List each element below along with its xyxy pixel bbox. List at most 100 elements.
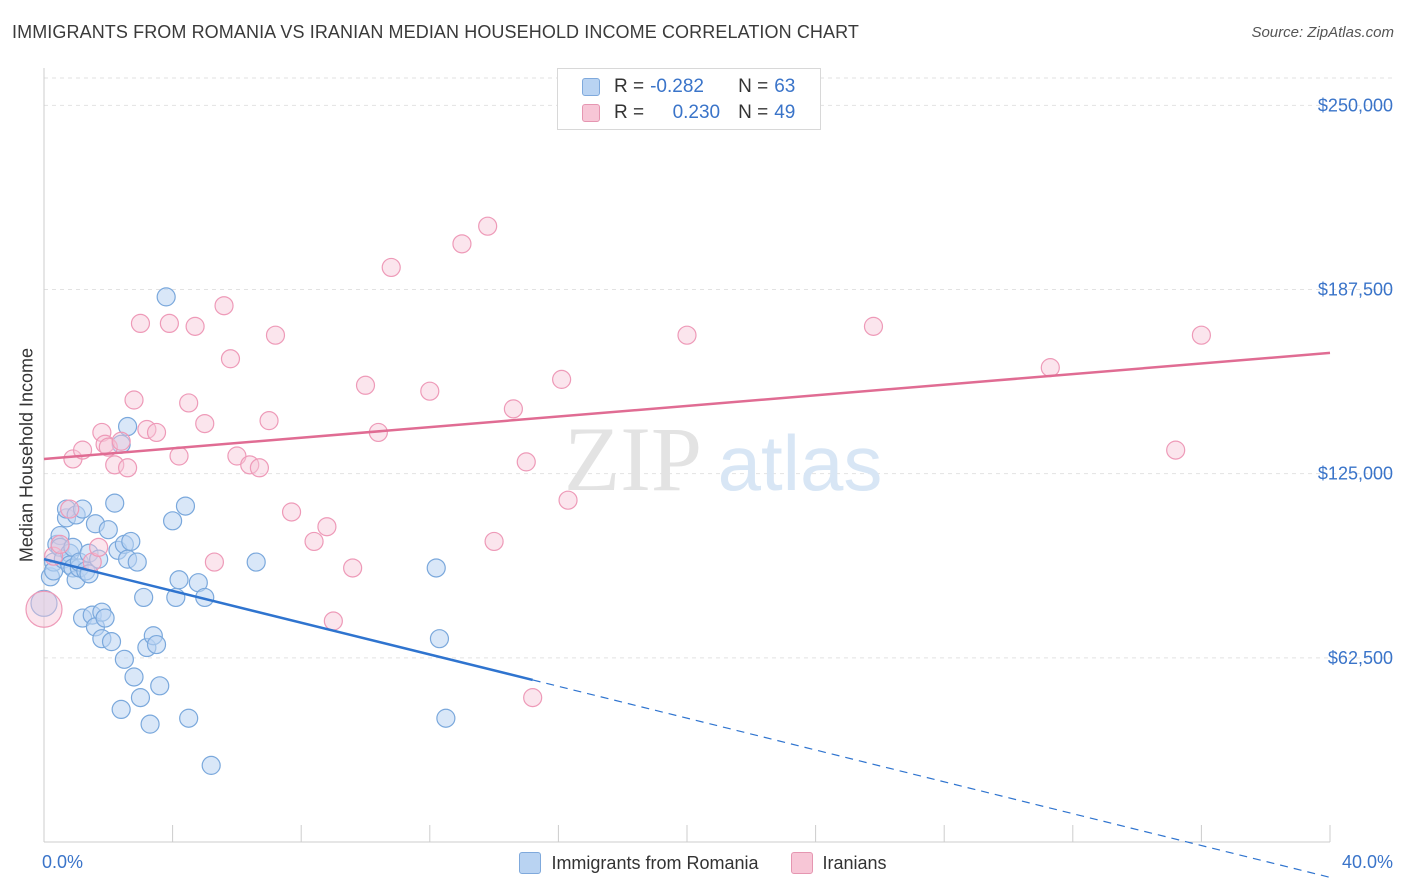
iranians-point [558, 490, 578, 510]
iranians-point [204, 552, 224, 572]
romania-r-value: -0.282 [650, 76, 704, 97]
iranians-point [677, 325, 697, 345]
iranians-point [452, 234, 472, 254]
romania-point [246, 552, 266, 572]
iranians-point [1166, 440, 1186, 460]
x-tick-label: 40.0% [1342, 852, 1393, 872]
romania-point [95, 608, 115, 628]
iranians-n-value: 49 [774, 102, 796, 123]
iranians-r-value: 0.230 [672, 102, 721, 123]
x-tick-label: 0.0% [42, 852, 83, 872]
series-legend: Immigrants from Romania Iranians [0, 852, 1406, 874]
iranians-point [89, 537, 109, 557]
iranians-point [259, 411, 279, 431]
watermark: ZIP atlas [564, 408, 882, 510]
iranians-point [111, 431, 131, 451]
iranians-point [304, 531, 324, 552]
romania-point [436, 708, 456, 728]
iranians-point [169, 446, 189, 466]
romania-point [150, 676, 170, 696]
trend-lines [43, 351, 1331, 878]
romania-point [101, 632, 122, 652]
y-tick-label: $62,500 [1328, 648, 1393, 668]
iranians-point [249, 458, 270, 478]
iranians-point [60, 499, 80, 519]
watermark-zip: ZIP [564, 408, 702, 510]
romania-point [134, 587, 154, 608]
iranians-trend-line [43, 351, 1331, 461]
n-label: N = [738, 102, 769, 123]
y-tick-label: $250,000 [1318, 95, 1393, 115]
iranians-point [478, 216, 498, 236]
iranians-point [146, 422, 167, 443]
n-label: N = [738, 76, 769, 97]
iranians-point [355, 375, 376, 395]
romania-trend-line [43, 557, 533, 682]
r-label: R = [614, 102, 645, 123]
romania-legend-label: Immigrants from Romania [551, 852, 759, 873]
iranians-point [323, 611, 343, 631]
iranians-point [159, 313, 179, 334]
iranians-point [552, 369, 572, 389]
iranians-point [130, 313, 151, 334]
romania-point [179, 708, 199, 728]
y-tick-label: $187,500 [1318, 280, 1393, 300]
romania-point [127, 552, 147, 572]
stats-legend: R = -0.282 N = 63 R = 0.230 N = 49 [557, 68, 821, 130]
romania-swatch [582, 78, 600, 96]
iranians-point [25, 590, 63, 628]
romania-point [146, 634, 167, 655]
romania-trend-extension [532, 679, 1331, 878]
romania-point [169, 570, 189, 590]
iranians-point [117, 458, 138, 478]
iranians-point [265, 325, 286, 345]
romania-point [429, 629, 450, 649]
iranians-legend-swatch [790, 852, 813, 874]
romania-point [111, 699, 131, 720]
romania-point [114, 649, 134, 669]
iranians-swatch [582, 104, 600, 122]
axes [43, 68, 1331, 843]
romania-point [124, 667, 144, 687]
r-label: R = [614, 76, 645, 97]
y-axis-label: Median Household Income [16, 347, 37, 563]
romania-point [130, 688, 151, 708]
romania-n-value: 63 [774, 76, 796, 97]
y-tick-label: $125,000 [1318, 464, 1393, 484]
romania-point [140, 714, 160, 734]
romania-point [156, 287, 176, 307]
iranians-point [124, 390, 144, 410]
iranians-legend-label: Iranians [822, 852, 887, 873]
iranians-point [220, 349, 241, 369]
iranians-point [863, 316, 884, 336]
tick-labels: $62,500 $125,000 $187,500 $250,000 0.0% 40.0% [42, 95, 1393, 872]
romania-point [105, 493, 125, 513]
legend-item-iranians[interactable]: Iranians [790, 852, 887, 874]
iranians-point [503, 399, 523, 419]
romania-point [163, 511, 183, 531]
romania-point [98, 520, 118, 540]
stats-row-iranians: R = 0.230 N = 49 [582, 101, 795, 125]
iranians-point [195, 413, 215, 434]
legend-item-romania[interactable]: Immigrants from Romania [519, 852, 759, 874]
iranians-point [214, 296, 234, 316]
iranians-point [1040, 358, 1060, 378]
romania-point [426, 558, 446, 578]
iranians-point [484, 531, 504, 552]
stats-row-romania: R = -0.282 N = 63 [582, 75, 795, 99]
iranians-point [185, 316, 205, 336]
iranians-point [381, 257, 401, 278]
romania-point [175, 496, 196, 516]
iranians-point [317, 517, 337, 537]
iranians-point [1191, 325, 1212, 345]
watermark-atlas: atlas [718, 419, 883, 507]
iranians-point [523, 688, 543, 708]
romania-point [201, 755, 221, 775]
romania-point [121, 531, 141, 552]
gridlines [44, 77, 1394, 659]
romania-legend-swatch [519, 852, 542, 874]
iranians-point [50, 534, 70, 554]
iranians-point [343, 558, 363, 578]
chart-title: IMMIGRANTS FROM ROMANIA VS IRANIAN MEDIA… [12, 22, 860, 42]
iranians-point [281, 502, 302, 522]
